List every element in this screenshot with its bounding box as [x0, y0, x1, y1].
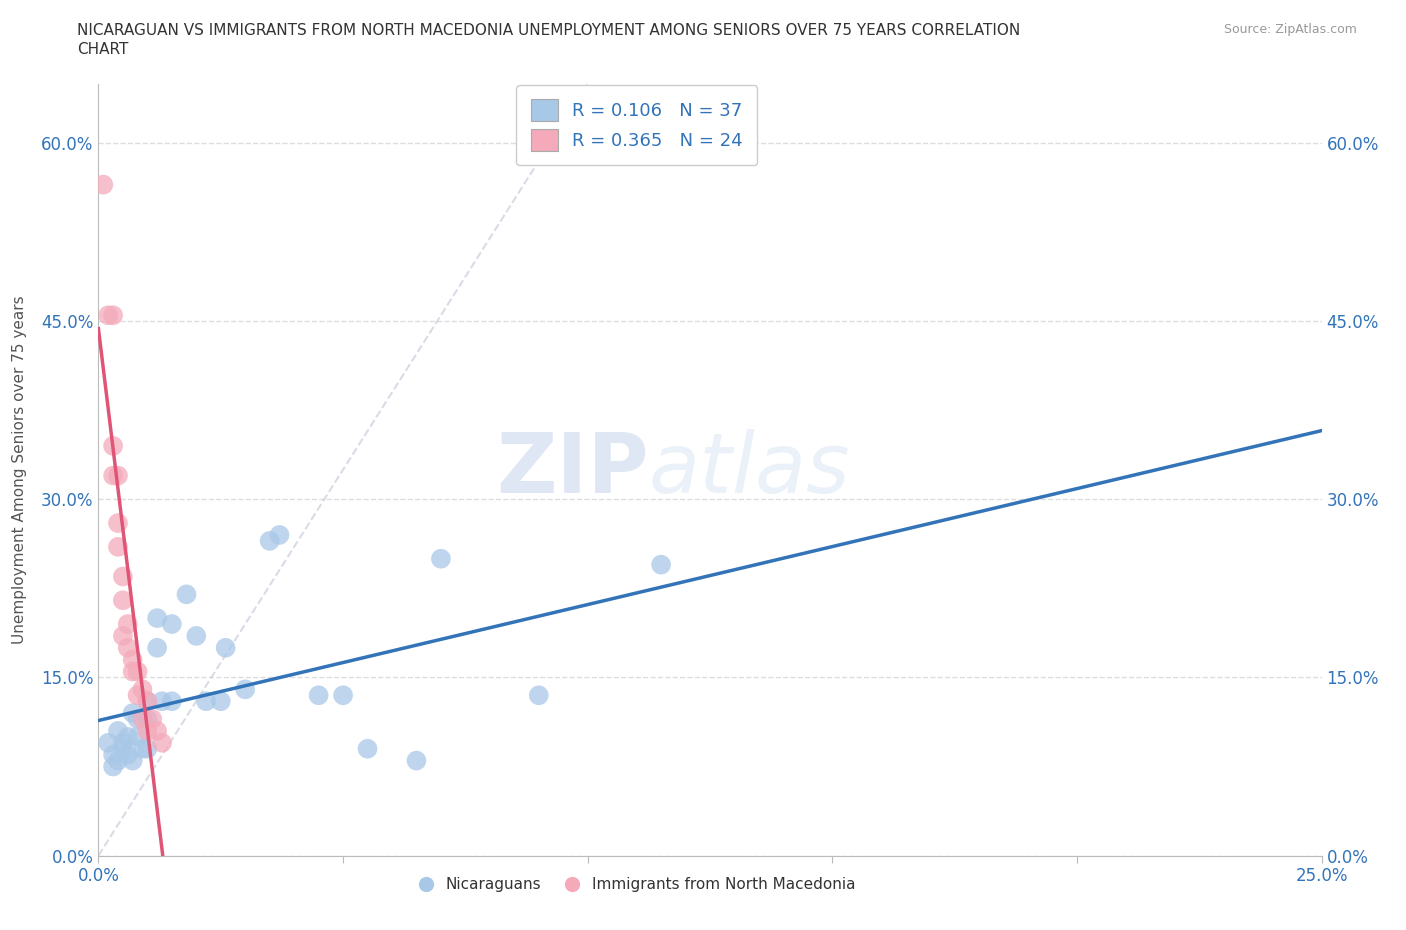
Point	[107, 753, 129, 768]
Point	[150, 736, 173, 751]
Point	[160, 694, 183, 709]
Point	[111, 741, 134, 756]
Point	[107, 724, 129, 738]
Point	[127, 664, 149, 679]
Point	[117, 747, 139, 762]
Point	[111, 736, 134, 751]
Legend: Nicaraguans, Immigrants from North Macedonia: Nicaraguans, Immigrants from North Maced…	[412, 870, 862, 898]
Point	[405, 753, 427, 768]
Point	[356, 741, 378, 756]
Point	[101, 747, 124, 762]
Point	[146, 641, 169, 656]
Point	[91, 178, 114, 193]
Point	[136, 694, 159, 709]
Point	[269, 527, 291, 542]
Point	[121, 664, 143, 679]
Point	[127, 688, 149, 703]
Point	[146, 724, 169, 738]
Point	[111, 629, 134, 644]
Point	[107, 539, 129, 554]
Point	[332, 688, 354, 703]
Point	[176, 587, 198, 602]
Point	[136, 741, 159, 756]
Y-axis label: Unemployment Among Seniors over 75 years: Unemployment Among Seniors over 75 years	[13, 296, 27, 644]
Point	[121, 706, 143, 721]
Point	[127, 729, 149, 744]
Point	[127, 711, 149, 726]
Point	[527, 688, 550, 703]
Point	[117, 641, 139, 656]
Point	[259, 534, 281, 549]
Point	[186, 629, 208, 644]
Text: atlas: atlas	[648, 429, 851, 511]
Point	[136, 711, 159, 726]
Point	[111, 592, 134, 607]
Point	[107, 515, 129, 530]
Point	[141, 711, 163, 726]
Point	[121, 652, 143, 667]
Point	[430, 551, 453, 566]
Point	[101, 468, 124, 483]
Point	[131, 682, 153, 697]
Point	[131, 711, 153, 726]
Text: NICARAGUAN VS IMMIGRANTS FROM NORTH MACEDONIA UNEMPLOYMENT AMONG SENIORS OVER 75: NICARAGUAN VS IMMIGRANTS FROM NORTH MACE…	[77, 23, 1021, 38]
Point	[209, 694, 232, 709]
Point	[650, 557, 672, 572]
Point	[97, 308, 120, 323]
Text: CHART: CHART	[77, 42, 129, 57]
Point	[117, 729, 139, 744]
Point	[136, 724, 159, 738]
Point	[107, 468, 129, 483]
Point	[195, 694, 218, 709]
Point	[308, 688, 330, 703]
Point	[131, 741, 153, 756]
Point	[160, 617, 183, 631]
Point	[101, 759, 124, 774]
Point	[136, 694, 159, 709]
Point	[233, 682, 256, 697]
Point	[97, 736, 120, 751]
Point	[214, 641, 236, 656]
Point	[111, 569, 134, 584]
Point	[150, 694, 173, 709]
Text: ZIP: ZIP	[496, 429, 648, 511]
Point	[101, 438, 124, 453]
Point	[121, 753, 143, 768]
Point	[101, 308, 124, 323]
Point	[146, 611, 169, 626]
Point	[117, 617, 139, 631]
Text: Source: ZipAtlas.com: Source: ZipAtlas.com	[1223, 23, 1357, 36]
